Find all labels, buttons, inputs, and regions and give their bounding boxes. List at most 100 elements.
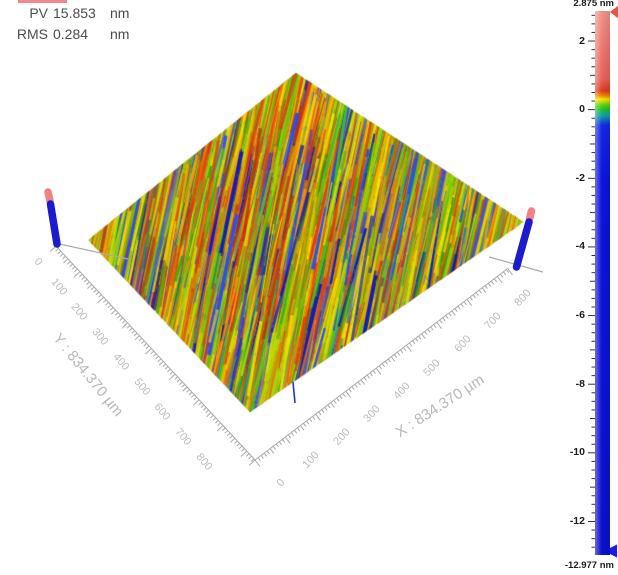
y-axis-tick	[71, 266, 76, 270]
y-axis-tick	[129, 327, 133, 332]
x-axis-tick	[260, 455, 264, 459]
y-axis-tick	[241, 448, 245, 452]
x-axis-tick	[351, 386, 355, 391]
y-axis-tick	[250, 458, 255, 462]
y-axis-tick	[109, 307, 114, 311]
x-axis-tick	[345, 390, 352, 398]
x-axis-tick	[424, 331, 428, 335]
surface-spike-detail	[292, 381, 296, 404]
x-axis-tick	[393, 354, 398, 358]
x-axis-tick	[502, 271, 507, 276]
x-axis-tick	[278, 441, 283, 446]
marker-pin-left-shaft[interactable]	[46, 200, 61, 248]
x-axis-tick	[466, 299, 473, 307]
y-axis-tick	[179, 381, 183, 385]
x-axis-tick	[366, 374, 370, 379]
x-axis-tick	[318, 411, 322, 416]
y-axis-tick	[59, 253, 64, 257]
x-axis-tick	[484, 285, 488, 290]
y-axis-tick	[102, 299, 107, 303]
x-axis-tick	[272, 445, 276, 450]
y-axis-tick	[158, 360, 164, 366]
x-axis-tick	[499, 273, 504, 278]
x-axis-tick	[348, 388, 352, 393]
y-axis-tick	[176, 378, 181, 383]
marker-pin-right-shaft[interactable]	[512, 218, 533, 271]
pv-label: PV	[29, 5, 48, 21]
x-axis-tick	[496, 276, 503, 284]
y-axis-tick	[143, 343, 147, 347]
x-axis-tick	[378, 365, 382, 370]
y-axis-tick	[202, 407, 207, 411]
x-axis-tick	[321, 409, 325, 413]
x-axis-tick	[339, 395, 343, 400]
x-axis-tick	[469, 296, 473, 301]
y-axis-tick	[226, 432, 231, 437]
y-axis-tick	[134, 335, 140, 341]
x-axis-tick	[372, 370, 376, 374]
y-axis-tick	[186, 389, 190, 393]
y-axis-tick	[90, 286, 95, 291]
x-axis-tick	[478, 289, 482, 294]
x-axis-tick	[357, 381, 361, 386]
x-axis-tick	[300, 425, 305, 431]
y-axis-tick	[55, 248, 59, 252]
colorbar-gradient	[595, 11, 610, 555]
rms-label: RMS	[16, 26, 48, 42]
x-axis-tick	[336, 397, 340, 402]
y-axis-tick	[145, 348, 152, 355]
marker-pin-left-cap[interactable]	[44, 188, 54, 205]
y-axis-tick	[229, 435, 233, 439]
y-axis-tick	[157, 358, 162, 362]
x-axis-tick	[442, 317, 446, 322]
rms-unit: nm	[110, 26, 130, 42]
x-axis-tick	[297, 427, 301, 432]
x-axis-tick	[333, 400, 337, 404]
y-axis-tick	[138, 337, 143, 342]
y-axis-tick	[95, 291, 100, 296]
y-axis-tick	[117, 314, 121, 319]
x-axis-tick	[505, 269, 510, 273]
y-axis-tick	[114, 312, 119, 316]
x-axis-tick	[293, 429, 298, 434]
marker-pin-right-cap[interactable]	[525, 207, 536, 223]
x-axis-tick	[324, 406, 328, 411]
x-axis-tick	[439, 319, 443, 324]
x-axis-tick	[507, 268, 513, 276]
x-axis-tick	[481, 287, 487, 293]
x-axis-tick	[454, 308, 458, 313]
x-axis-tick	[312, 416, 316, 420]
x-axis-tick	[330, 402, 335, 408]
y-axis-tick	[140, 340, 145, 344]
colorbar-high-marker[interactable]	[610, 5, 618, 19]
colorbar-tick-label: 0	[579, 103, 585, 116]
x-axis-tick	[451, 310, 456, 316]
y-axis-tick	[98, 294, 102, 298]
x-axis-tick	[363, 377, 367, 381]
y-axis-tick	[86, 281, 90, 285]
x-axis-tick	[487, 282, 492, 287]
colorbar-low-marker[interactable]	[604, 544, 617, 558]
x-axis-tick	[421, 333, 426, 339]
x-axis-tick	[287, 434, 292, 439]
y-axis-tick	[224, 430, 229, 434]
y-axis-tick	[121, 319, 126, 324]
x-axis-tick	[354, 383, 358, 388]
colorbar-tick-label: -8	[575, 377, 585, 390]
x-axis-tick	[493, 278, 498, 283]
y-axis-tick	[152, 353, 157, 357]
y-axis-tick	[248, 455, 252, 460]
y-axis-tick	[191, 394, 195, 398]
clipped-highlight-bar	[18, 0, 67, 3]
colorbar-tick-label: -4	[575, 240, 585, 253]
y-axis-tick	[110, 309, 116, 315]
x-axis-tick	[375, 367, 382, 375]
y-axis-tick	[181, 384, 186, 388]
x-axis-tick	[415, 338, 419, 342]
colorbar-max-label: 2.875 nm	[573, 0, 614, 9]
x-axis-tick	[406, 344, 412, 352]
y-axis-tick	[167, 368, 171, 373]
